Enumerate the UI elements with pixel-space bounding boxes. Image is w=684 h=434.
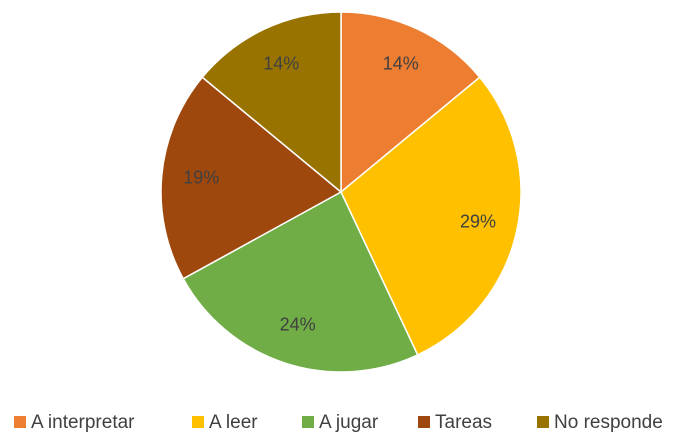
legend-swatch [302, 416, 314, 428]
legend-label: A leer [209, 412, 258, 433]
pie-slice [160, 76, 343, 280]
pie-slice [182, 190, 419, 373]
legend-swatch [537, 416, 549, 428]
slice-label: 24% [280, 314, 316, 334]
legend-label: A jugar [319, 412, 379, 433]
legend-swatch [418, 416, 430, 428]
slice-label: 14% [383, 54, 419, 74]
legend-swatch [14, 416, 26, 428]
legend-label: Tareas [435, 412, 492, 433]
slice-label: 29% [460, 211, 496, 231]
pie-slice [340, 76, 522, 356]
slice-label: 19% [183, 168, 219, 188]
pie-slice [340, 11, 481, 194]
slice-label: 14% [263, 54, 299, 74]
legend-label: A interpretar [31, 412, 135, 433]
pie-slice [201, 11, 342, 194]
legend-label: No responde [554, 412, 663, 433]
legend-swatch [192, 416, 204, 428]
